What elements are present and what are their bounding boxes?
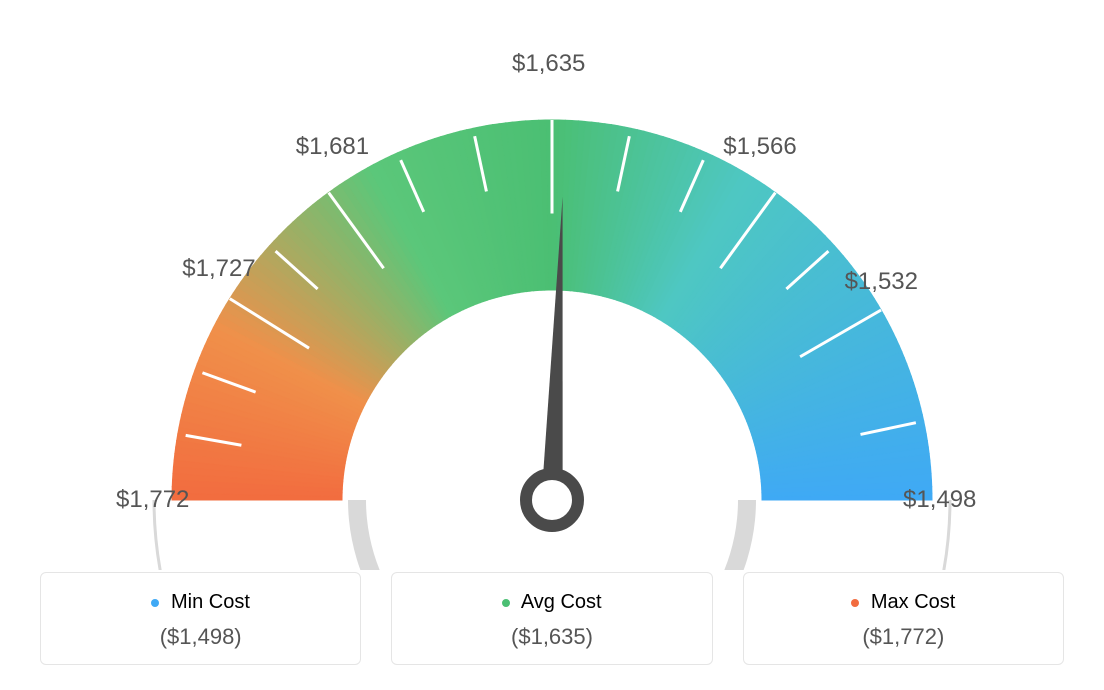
legend-title-avg: Avg Cost bbox=[402, 591, 701, 614]
dot-max bbox=[851, 599, 859, 607]
legend-title-max: Max Cost bbox=[754, 591, 1053, 614]
gauge-tick-label: $1,772 bbox=[116, 486, 189, 514]
gauge-tick-label: $1,498 bbox=[903, 486, 976, 514]
legend-label-max: Max Cost bbox=[871, 591, 955, 613]
legend-label-avg: Avg Cost bbox=[521, 591, 602, 613]
gauge-tick-label: $1,635 bbox=[512, 50, 585, 78]
legend-value-max: ($1,772) bbox=[754, 624, 1053, 650]
gauge-area: $1,498 $1,532 $1,566 $1,635 $1,681 $1,727 $1,7… bbox=[0, 10, 1104, 570]
legend-value-min: ($1,498) bbox=[51, 624, 350, 650]
legend-label-min: Min Cost bbox=[171, 591, 250, 613]
legend-card-min: Min Cost ($1,498) bbox=[40, 572, 361, 665]
gauge-tick-label: $1,566 bbox=[723, 133, 796, 161]
legend-value-avg: ($1,635) bbox=[402, 624, 701, 650]
gauge-tick-label: $1,681 bbox=[296, 133, 369, 161]
dot-avg bbox=[502, 599, 510, 607]
legend-card-avg: Avg Cost ($1,635) bbox=[391, 572, 712, 665]
legend-title-min: Min Cost bbox=[51, 591, 350, 614]
gauge-tick-label: $1,727 bbox=[182, 255, 255, 283]
legend-row: Min Cost ($1,498) Avg Cost ($1,635) Max … bbox=[40, 572, 1064, 665]
gauge-tick-label: $1,532 bbox=[845, 268, 918, 296]
chart-container: $1,498 $1,532 $1,566 $1,635 $1,681 $1,727 $1,7… bbox=[0, 0, 1104, 690]
dot-min bbox=[151, 599, 159, 607]
legend-card-max: Max Cost ($1,772) bbox=[743, 572, 1064, 665]
